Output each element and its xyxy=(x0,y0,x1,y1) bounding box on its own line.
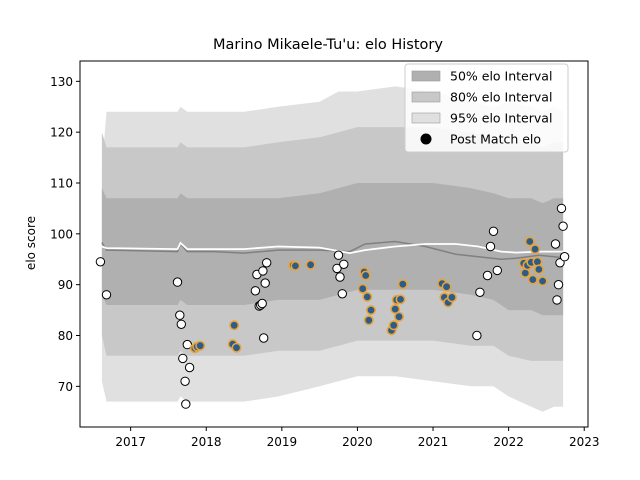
y-tick-label: 130 xyxy=(50,75,73,89)
median-line xyxy=(101,241,564,255)
x-tick-label: 2019 xyxy=(267,435,298,449)
x-tick-label: 2020 xyxy=(342,435,373,449)
legend-label: Post Match elo xyxy=(450,132,541,147)
point-blue xyxy=(290,260,301,271)
y-tick-label: 100 xyxy=(50,227,73,241)
legend-label: 50% elo Interval xyxy=(450,69,552,84)
point-blue xyxy=(195,340,206,351)
point-white xyxy=(556,203,567,214)
point-white xyxy=(175,310,185,320)
point-white xyxy=(482,270,493,281)
legend-swatch xyxy=(411,91,441,103)
point-white xyxy=(178,353,188,364)
point-white xyxy=(181,399,191,409)
point-blue xyxy=(524,236,535,247)
point-blue xyxy=(229,320,240,331)
x-tick-label: 2021 xyxy=(418,435,449,449)
point-white xyxy=(250,286,261,296)
legend-swatch xyxy=(411,70,441,82)
point-white xyxy=(550,239,561,249)
point-white xyxy=(180,376,190,386)
x-tick-label: 2018 xyxy=(191,435,222,449)
point-white xyxy=(262,258,272,268)
point-white xyxy=(552,295,562,305)
point-white xyxy=(475,287,485,297)
point-blue xyxy=(362,291,373,302)
point-white xyxy=(559,252,570,262)
x-tick-label: 2023 xyxy=(569,435,600,449)
point-white xyxy=(335,272,345,282)
point-blue xyxy=(305,259,316,270)
axes: 2017 2018 2019 2020 2021 2022 2023 70 80 90 100 110… xyxy=(50,60,600,449)
y-tick-label: 80 xyxy=(58,329,73,343)
x-tick-label: 2017 xyxy=(115,435,146,449)
y-tick-label: 90 xyxy=(58,278,73,292)
point-white xyxy=(558,221,568,231)
plot-area xyxy=(95,86,570,412)
plot-content xyxy=(95,86,570,412)
point-white xyxy=(332,263,342,274)
point-blue xyxy=(397,279,408,290)
point-blue xyxy=(231,342,242,353)
point-blue xyxy=(363,315,374,326)
point-white xyxy=(553,280,564,290)
point-blue xyxy=(530,244,541,255)
point-blue xyxy=(393,311,404,322)
point-blue xyxy=(527,274,538,285)
point-white xyxy=(184,362,195,373)
point-white xyxy=(339,259,349,269)
legend: 50% elo Interval 80% elo Interval 95% elo … xyxy=(404,63,569,153)
y-tick-label: 120 xyxy=(50,126,73,140)
point-white xyxy=(492,265,502,276)
point-white xyxy=(172,277,183,287)
point-blue xyxy=(357,283,368,294)
point-blue xyxy=(395,294,406,305)
point-white xyxy=(260,278,270,288)
point-white xyxy=(176,319,187,329)
point-blue xyxy=(533,264,544,275)
point-white xyxy=(258,266,268,276)
mean-line xyxy=(101,240,564,261)
point-white xyxy=(472,330,482,341)
point-white xyxy=(101,290,112,300)
y-tick-label: 110 xyxy=(50,177,73,191)
legend-swatch xyxy=(411,112,441,124)
point-blue xyxy=(365,305,376,316)
point-blue xyxy=(390,304,401,315)
legend-label: 80% elo Interval xyxy=(450,90,552,105)
point-blue xyxy=(360,270,371,281)
point-blue xyxy=(446,292,457,303)
point-white xyxy=(95,257,106,267)
point-white xyxy=(337,289,347,299)
legend-label: 95% elo Interval xyxy=(450,111,552,126)
point-white xyxy=(259,333,269,343)
point-white xyxy=(488,226,499,237)
x-tick-label: 2022 xyxy=(493,435,524,449)
point-white xyxy=(555,258,565,268)
legend-marker xyxy=(420,133,432,145)
point-blue xyxy=(441,281,452,292)
axes-frame xyxy=(79,60,589,428)
y-tick-label: 70 xyxy=(58,380,73,394)
chart-title: Marino Mikaele-Tu'u: elo History xyxy=(213,37,443,53)
point-white xyxy=(333,250,344,260)
point-blue xyxy=(388,320,399,331)
point-white xyxy=(257,298,267,309)
legend-box xyxy=(404,63,569,153)
y-axis-label: elo score xyxy=(24,216,38,270)
point-white xyxy=(485,241,496,252)
point-blue xyxy=(537,276,548,287)
